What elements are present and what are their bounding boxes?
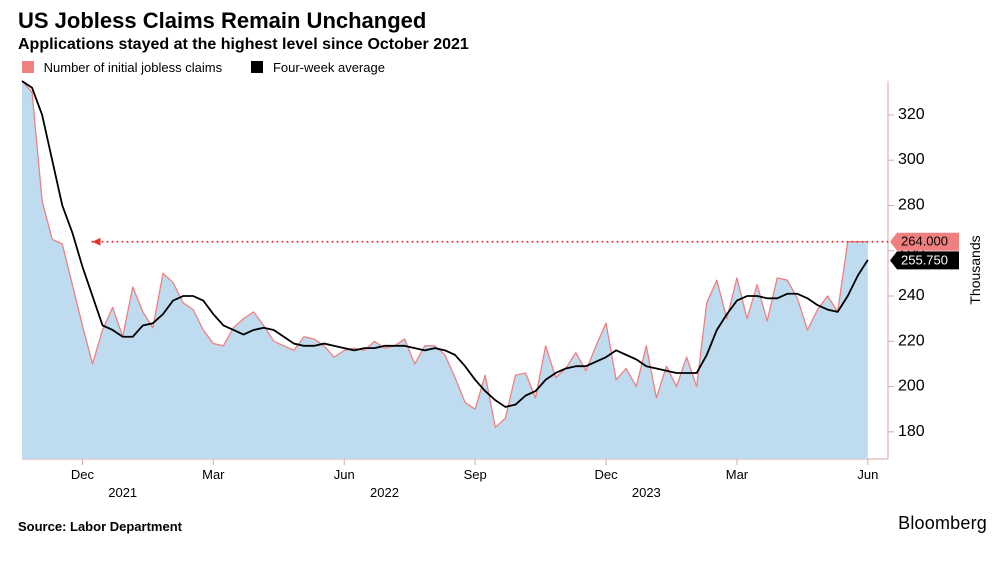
x-year-label: 2023 [632, 485, 661, 500]
y-tick-label: 180 [898, 423, 925, 440]
value-flag-label: 255.750 [901, 252, 948, 267]
brand-label: Bloomberg [898, 513, 987, 534]
x-year-label: 2022 [370, 485, 399, 500]
legend-swatch-avg [251, 61, 263, 73]
chart-title: US Jobless Claims Remain Unchanged [18, 8, 989, 34]
x-tick-label: Dec [594, 467, 618, 482]
chart-area: 180200220240260280300320Dec2021MarJun202… [18, 77, 988, 507]
y-tick-label: 280 [898, 196, 925, 213]
y-tick-label: 200 [898, 378, 925, 395]
x-tick-label: Mar [726, 467, 749, 482]
y-tick-label: 220 [898, 332, 925, 349]
y-axis-title: Thousands [967, 235, 983, 304]
y-tick-label: 320 [898, 106, 925, 123]
legend-label-claims: Number of initial jobless claims [44, 60, 222, 75]
source-label: Source: Labor Department [18, 519, 182, 534]
legend: Number of initial jobless claims Four-we… [18, 60, 989, 75]
y-tick-label: 240 [898, 287, 925, 304]
chart-subtitle: Applications stayed at the highest level… [18, 36, 989, 54]
chart-svg: 180200220240260280300320Dec2021MarJun202… [18, 77, 988, 507]
x-tick-label: Mar [202, 467, 225, 482]
y-tick-label: 300 [898, 151, 925, 168]
legend-swatch-claims [22, 61, 34, 73]
x-tick-label: Jun [857, 467, 878, 482]
x-tick-label: Sep [464, 467, 487, 482]
legend-label-avg: Four-week average [273, 60, 385, 75]
x-tick-label: Jun [334, 467, 355, 482]
x-year-label: 2021 [108, 485, 137, 500]
x-tick-label: Dec [71, 467, 95, 482]
value-flag-label: 264.000 [901, 234, 948, 249]
